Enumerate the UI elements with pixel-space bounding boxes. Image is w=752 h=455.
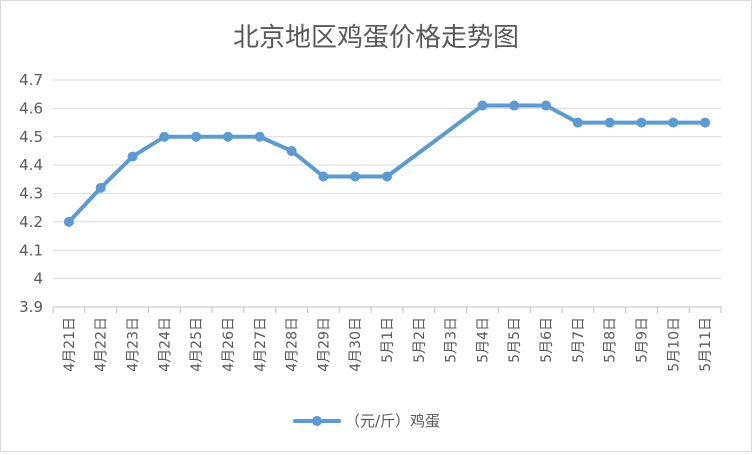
x-tick-label: 4月22日 (94, 317, 110, 372)
data-point (222, 131, 233, 142)
grid-lines (53, 79, 721, 308)
y-tick-label: 4.5 (19, 128, 43, 146)
y-tick-label: 3.9 (19, 298, 43, 316)
y-tick-label: 4.3 (19, 185, 43, 203)
data-point (700, 117, 711, 128)
x-tick-label: 4月27日 (253, 317, 269, 372)
x-tick-label: 5月8日 (603, 317, 619, 363)
y-tick-label: 4.7 (19, 71, 43, 89)
y-tick-label: 4.6 (19, 99, 43, 117)
data-point (509, 100, 520, 111)
y-tick-label: 4.2 (19, 213, 43, 231)
y-tick-label: 4.4 (19, 156, 43, 174)
data-point (572, 117, 583, 128)
data-point (127, 151, 138, 162)
data-point (382, 171, 392, 182)
data-point (191, 131, 202, 142)
data-point (63, 216, 74, 227)
x-tick-label: 5月9日 (634, 317, 650, 363)
data-point (541, 100, 552, 111)
x-axis-ticks: 4月21日 4月22日 4月23日 4月24日 4月25日 4月26日 4月27日 4月28日… (52, 307, 722, 372)
x-tick-label: 4月29日 (316, 317, 332, 372)
data-point (286, 145, 297, 156)
x-tick-label: 4月25日 (189, 317, 205, 372)
x-tick-label: 5月4日 (475, 317, 491, 363)
x-tick-label: 5月5日 (507, 317, 523, 363)
data-point (668, 117, 679, 128)
x-tick-label: 5月2日 (412, 317, 428, 363)
x-tick-label: 5月1日 (380, 317, 396, 363)
x-tick-label: 5月6日 (539, 317, 555, 363)
data-point (477, 100, 488, 111)
legend: （元/斤）鸡蛋 (293, 412, 440, 430)
data-point (159, 131, 170, 142)
legend-marker (312, 416, 322, 426)
x-tick-label: 4月26日 (221, 317, 237, 372)
y-axis-ticks: 3.9 4 4.1 4.2 4.3 4.4 4.5 4.6 4.7 (19, 71, 43, 316)
x-tick-label: 4月24日 (157, 317, 173, 372)
data-point (95, 182, 106, 193)
data-point (350, 171, 361, 182)
y-tick-label: 4 (33, 270, 43, 288)
x-tick-label: 5月10日 (666, 317, 682, 372)
chart-title: 北京地区鸡蛋价格走势图 (233, 23, 519, 53)
series-layer (63, 100, 711, 227)
y-tick-label: 4.1 (19, 241, 43, 259)
x-tick-label: 4月23日 (126, 317, 142, 372)
data-point (318, 171, 329, 182)
x-tick-label: 5月11日 (698, 317, 714, 372)
legend-label: （元/斤）鸡蛋 (345, 412, 440, 430)
data-point (604, 117, 615, 128)
x-tick-label: 4月21日 (62, 317, 78, 372)
x-tick-label: 5月3日 (444, 317, 460, 363)
x-tick-label: 4月30日 (348, 317, 364, 372)
x-tick-label: 5月7日 (571, 317, 587, 363)
x-tick-label: 4月28日 (285, 317, 301, 372)
data-point (254, 131, 265, 142)
data-point (636, 117, 647, 128)
